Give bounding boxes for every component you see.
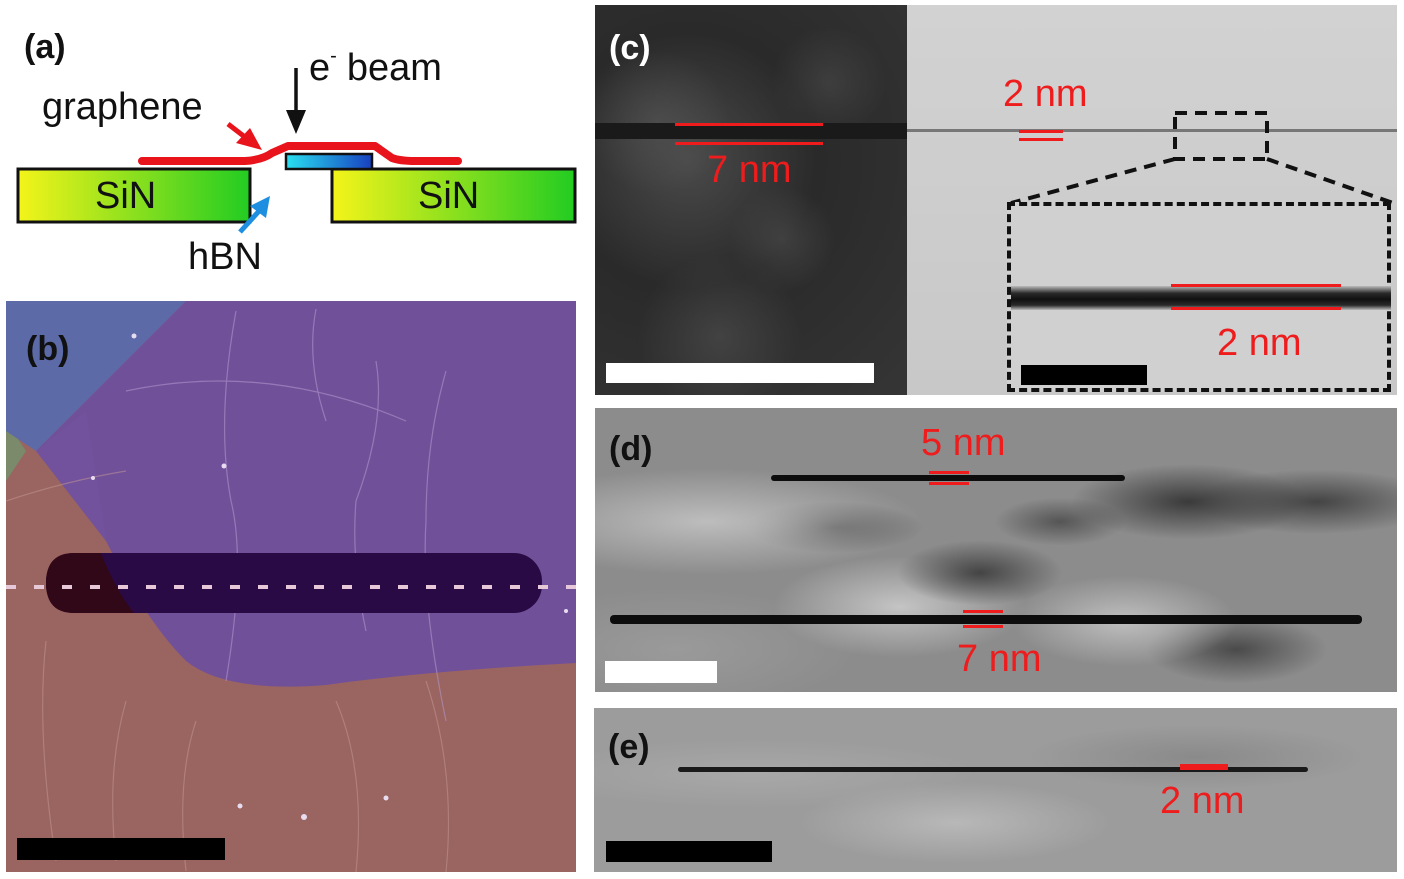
graphene-label: graphene — [42, 86, 203, 128]
panel-a-label: (a) — [24, 28, 66, 66]
width-label-5nm: 5 nm — [921, 422, 1006, 464]
panel-c: 7 nm 2 nm 2 nm (c) — [595, 5, 1397, 395]
panel-a-schematic — [16, 68, 577, 234]
panel-d: 5 nm 7 nm (d) — [595, 408, 1397, 692]
cut-line-top — [771, 475, 1125, 481]
graphene-layer — [138, 142, 462, 165]
sin-right-block — [330, 167, 577, 224]
cut-line — [678, 767, 1308, 772]
cut-line-light — [907, 129, 1397, 132]
width-label-7nm: 7 nm — [957, 638, 1042, 680]
panel-b-label: (b) — [26, 330, 70, 368]
hbn-label: hBN — [188, 236, 262, 278]
scale-bar — [606, 363, 874, 383]
scale-bar — [606, 841, 772, 862]
sin-left-label: SiN — [95, 175, 157, 217]
panel-a: (a) — [0, 0, 590, 290]
inset-scale-bar — [1021, 365, 1147, 385]
sin-left-block — [16, 167, 252, 224]
width-label-2nm: 2 nm — [1003, 73, 1088, 115]
scale-bar — [17, 838, 225, 860]
scale-bar — [605, 661, 717, 683]
zoom-inset: 2 nm — [1007, 202, 1391, 392]
etched-cut — [46, 553, 542, 613]
panel-e: 2 nm (e) — [594, 708, 1397, 872]
zoom-inset-outline — [1010, 111, 1394, 205]
cut-line-bottom — [610, 615, 1362, 624]
hbn-flake — [284, 152, 374, 171]
sin-right-label: SiN — [418, 175, 480, 217]
panel-c-label: (c) — [609, 29, 651, 67]
panel-d-label: (d) — [609, 430, 653, 468]
width-label-2nm: 2 nm — [1160, 780, 1245, 822]
width-label-7nm: 7 nm — [707, 149, 792, 191]
e-beam-label: e-beam — [309, 45, 442, 89]
panel-e-label: (e) — [608, 728, 650, 766]
panel-b: (b) — [6, 301, 576, 872]
inset-width-label: 2 nm — [1217, 322, 1302, 364]
panel-b-micrograph — [6, 301, 576, 872]
inset-cut — [1011, 286, 1391, 310]
cut-line-dark — [595, 123, 907, 139]
